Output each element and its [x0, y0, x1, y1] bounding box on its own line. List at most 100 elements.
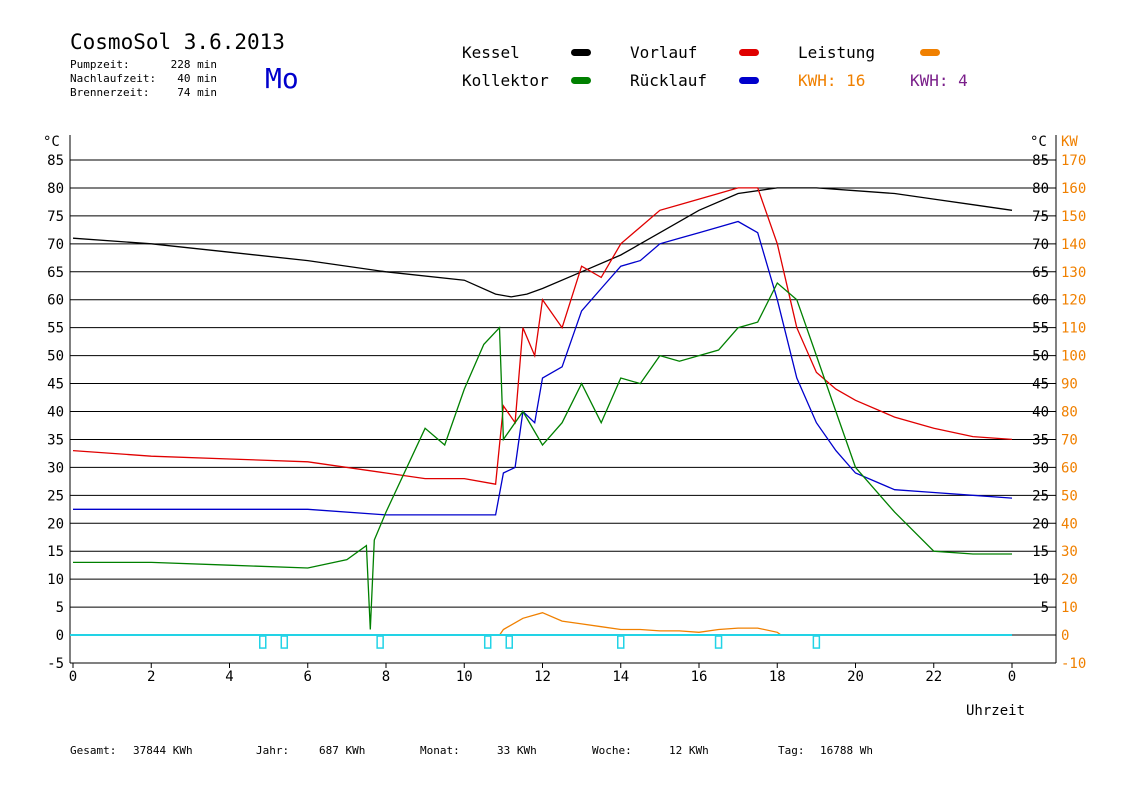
series-layer — [72, 187, 1013, 636]
legend-vorlauf-swatch — [739, 49, 759, 56]
x-tick-label: 18 — [769, 669, 786, 685]
y-tick-label-right: 45 — [1032, 377, 1049, 393]
y-tick-label-left: 10 — [47, 572, 64, 588]
pumpzeit-value: 228 min — [170, 58, 217, 71]
legend-kwh-purple: KWH: 4 — [910, 71, 968, 90]
footer-tag-value: 16788 Wh — [820, 744, 873, 757]
y-tick-label-right: 75 — [1032, 209, 1049, 225]
y-tick-label-left: 20 — [47, 516, 64, 532]
legend-kessel-label: Kessel — [462, 43, 520, 62]
legend-kwh-orange: KWH: 16 — [798, 71, 866, 90]
x-axis-title: Uhrzeit — [966, 703, 1025, 719]
legend-kollektor-label: Kollektor — [462, 71, 549, 90]
y-tick-label-power: 40 — [1061, 516, 1078, 532]
pump-event-marker — [483, 635, 492, 649]
series-vorlauf-line — [72, 187, 1013, 485]
y-tick-label-left: 65 — [47, 265, 64, 281]
y-tick-label-power: 0 — [1061, 628, 1069, 644]
y-tick-label-left: 30 — [47, 460, 64, 476]
y-tick-label-right: 80 — [1032, 181, 1049, 197]
x-tick-label: 20 — [847, 669, 864, 685]
x-tick-label: 22 — [925, 669, 942, 685]
y-tick-label-left: 45 — [47, 377, 64, 393]
footer-gesamt-value: 37844 KWh — [133, 744, 193, 757]
legend-vorlauf-label: Vorlauf — [630, 43, 698, 62]
y-tick-label-right: 40 — [1032, 405, 1049, 421]
x-tick-label: 10 — [456, 669, 473, 685]
legend-kollektor-swatch — [571, 77, 591, 84]
x-tick-label: 6 — [304, 669, 312, 685]
pump-event-marker — [376, 635, 384, 649]
y-tick-label-left: 80 — [47, 181, 64, 197]
y-axis-unit-left: °C — [43, 134, 60, 150]
pump-event-marker — [280, 635, 289, 649]
y-tick-label-left: 5 — [56, 600, 64, 616]
footer-tag-label: Tag: — [778, 744, 805, 757]
y-tick-label-right: 70 — [1032, 237, 1049, 253]
y-tick-label-right: 10 — [1032, 572, 1049, 588]
y-tick-label-power: -10 — [1061, 656, 1086, 672]
x-tick-label: 12 — [534, 669, 551, 685]
legend-ruecklauf-swatch — [739, 77, 759, 84]
y-tick-label-left: 75 — [47, 209, 64, 225]
y-tick-label-left: 0 — [56, 628, 64, 644]
x-tick-label: 14 — [612, 669, 629, 685]
y-tick-label-left: 55 — [47, 321, 64, 337]
y-axis-unit-power: KW — [1061, 134, 1078, 150]
y-tick-label-power: 50 — [1061, 488, 1078, 504]
marker-layer — [70, 634, 1012, 649]
y-tick-label-power: 140 — [1061, 237, 1086, 253]
footer-woche-value: 12 KWh — [669, 744, 709, 757]
y-tick-label-right: 15 — [1032, 544, 1049, 560]
pump-event-marker — [505, 635, 513, 649]
y-tick-label-right: 25 — [1032, 488, 1049, 504]
series-kessel-line — [72, 187, 1013, 298]
y-tick-label-power: 170 — [1061, 153, 1086, 169]
brennerzeit-value: 74 min — [177, 86, 217, 99]
y-tick-label-left: 60 — [47, 293, 64, 309]
y-tick-label-power: 60 — [1061, 460, 1078, 476]
brennerzeit-label: Brennerzeit: — [70, 86, 150, 99]
nachlaufzeit-label: Nachlaufzeit: — [70, 72, 157, 85]
series-rcklauf-line — [73, 220, 1013, 516]
footer-gesamt-label: Gesamt: — [70, 744, 117, 757]
y-tick-label-right: 30 — [1032, 460, 1049, 476]
y-tick-label-right: 60 — [1032, 293, 1049, 309]
y-tick-label-right: 65 — [1032, 265, 1049, 281]
footer-monat-label: Monat: — [420, 744, 460, 757]
legend-leistung-swatch — [920, 49, 940, 56]
y-tick-label-left: 35 — [47, 432, 64, 448]
grid-layer — [70, 159, 1056, 636]
pump-event-marker — [812, 635, 821, 649]
nachlaufzeit-value: 40 min — [177, 72, 217, 85]
y-tick-label-power: 110 — [1061, 321, 1086, 337]
y-tick-label-power: 150 — [1061, 209, 1086, 225]
series-kollektor-line — [73, 281, 1012, 630]
y-tick-label-left: 25 — [47, 488, 64, 504]
legend-kessel-swatch — [571, 49, 591, 56]
weekday-label: Mo — [265, 62, 299, 95]
y-tick-label-left: 70 — [47, 237, 64, 253]
axis-layer: 0 2 4 6 8 10 12 14 16 18 20 22 0-5051015202530354045… — [47, 135, 1086, 685]
y-tick-label-left: 50 — [47, 349, 64, 365]
y-tick-label-right: 50 — [1032, 349, 1049, 365]
x-tick-label: 0 — [69, 669, 77, 685]
y-tick-label-power: 30 — [1061, 544, 1078, 560]
pumpzeit-label: Pumpzeit: — [70, 58, 130, 71]
y-tick-label-right: 35 — [1032, 432, 1049, 448]
legend-ruecklauf-label: Rücklauf — [630, 71, 708, 90]
pump-event-marker — [714, 635, 723, 649]
x-tick-label: 2 — [147, 669, 155, 685]
y-tick-label-left: 40 — [47, 405, 64, 421]
pump-event-marker — [617, 635, 625, 649]
y-tick-label-power: 80 — [1061, 405, 1078, 421]
y-tick-label-power: 90 — [1061, 377, 1078, 393]
x-tick-label: 0 — [1008, 669, 1016, 685]
x-tick-label: 8 — [382, 669, 390, 685]
pump-event-marker — [259, 635, 267, 649]
footer-jahr-label: Jahr: — [256, 744, 290, 757]
y-tick-label-power: 130 — [1061, 265, 1086, 281]
y-tick-label-left: 85 — [47, 153, 64, 169]
y-tick-label-power: 120 — [1061, 293, 1086, 309]
